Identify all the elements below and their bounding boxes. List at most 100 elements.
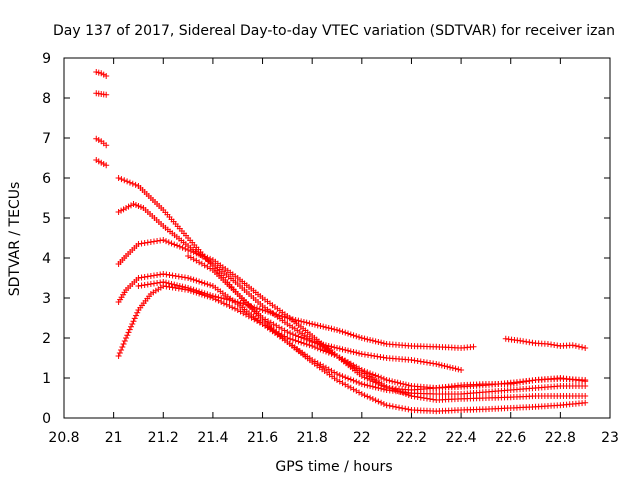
data-point (339, 380, 346, 387)
data-point (369, 383, 376, 390)
data-point (176, 283, 183, 289)
data-point (386, 402, 393, 409)
data-point (265, 318, 272, 325)
data-point (193, 257, 200, 264)
data-point (396, 404, 403, 411)
data-point (383, 377, 390, 383)
data-point (400, 381, 407, 387)
chart-title: Day 137 of 2017, Sidereal Day-to-day VTE… (53, 23, 615, 39)
series-arc-7 (185, 253, 465, 373)
data-point (287, 335, 294, 342)
data-point (322, 324, 329, 331)
data-point (198, 260, 205, 267)
data-point (458, 367, 465, 373)
data-point (452, 365, 459, 372)
data-point (336, 327, 343, 334)
data-point (237, 299, 244, 306)
x-tick-label: 20.8 (48, 430, 79, 446)
data-point (383, 383, 390, 390)
data-point (345, 347, 352, 354)
data-point (336, 372, 343, 379)
data-point (190, 276, 197, 283)
data-point (265, 308, 272, 315)
data-point (121, 177, 128, 184)
data-point (347, 348, 354, 355)
series-arc-c (93, 135, 110, 149)
data-point (129, 321, 136, 327)
data-point (295, 333, 302, 340)
data-point (287, 330, 294, 337)
data-point (223, 296, 230, 303)
data-point (131, 315, 138, 322)
data-point (314, 340, 321, 347)
data-point (306, 320, 313, 327)
data-point (353, 333, 360, 340)
data-point (569, 342, 576, 349)
data-point (174, 242, 181, 249)
data-point (190, 249, 197, 256)
data-point (278, 325, 285, 332)
data-point (369, 395, 376, 402)
x-tick-label: 23 (601, 430, 619, 446)
data-point (405, 391, 412, 398)
data-point (378, 399, 385, 406)
data-point (118, 347, 125, 353)
data-point (103, 91, 110, 98)
data-point (339, 328, 346, 335)
data-point (386, 384, 393, 391)
data-point (372, 338, 379, 345)
data-point (196, 251, 203, 258)
series-arc-3 (115, 237, 589, 393)
data-point (204, 254, 211, 261)
data-point (356, 389, 363, 396)
data-point (334, 371, 340, 377)
y-tick-label: 5 (42, 211, 51, 227)
data-point (209, 293, 216, 299)
data-point (350, 377, 357, 384)
data-point (582, 378, 589, 385)
data-point (215, 294, 222, 301)
data-point (185, 275, 192, 281)
x-tick-label: 22 (353, 430, 371, 446)
data-point (367, 394, 374, 401)
series-arc-2 (115, 201, 589, 391)
data-point (126, 179, 133, 186)
data-point (171, 281, 178, 288)
data-point (339, 373, 346, 380)
data-point (328, 350, 335, 357)
data-point (369, 371, 376, 378)
data-point (353, 349, 360, 356)
data-point (367, 337, 374, 343)
data-point (298, 334, 305, 341)
data-point (350, 332, 357, 339)
data-point (392, 404, 399, 410)
data-point (397, 388, 404, 395)
data-point (397, 380, 404, 387)
data-point (334, 327, 340, 333)
data-point (575, 343, 582, 350)
data-point (124, 178, 131, 185)
data-point (201, 280, 208, 287)
data-point (103, 142, 110, 149)
data-point (325, 343, 332, 349)
data-point (276, 312, 283, 319)
data-point (165, 280, 172, 287)
data-point (320, 347, 327, 354)
data-point (325, 325, 332, 331)
data-point (226, 303, 233, 309)
data-point (364, 369, 371, 376)
data-point (287, 315, 294, 322)
data-point (182, 245, 189, 252)
data-point (160, 237, 167, 243)
data-point (207, 255, 214, 262)
data-point (317, 323, 324, 329)
data-point (361, 392, 368, 399)
data-point (126, 326, 133, 333)
data-point (361, 335, 368, 342)
data-point (160, 279, 167, 285)
data-point (298, 318, 305, 325)
data-point (356, 334, 363, 341)
data-point (201, 290, 208, 297)
series-arc-8 (502, 335, 589, 351)
y-tick-label: 6 (42, 171, 51, 187)
